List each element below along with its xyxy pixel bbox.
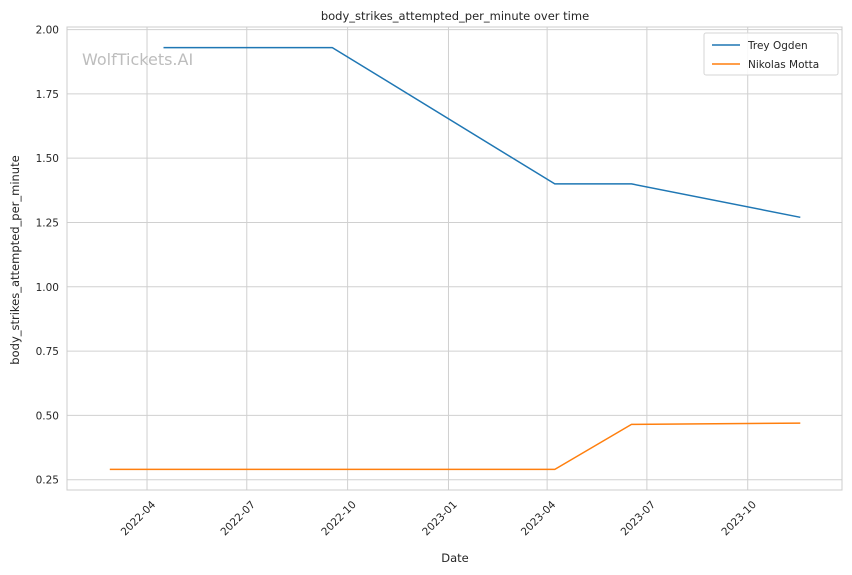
y-axis-label: body_strikes_attempted_per_minute: [8, 155, 22, 364]
y-tick-labels: 0.25 0.50 0.75 1.00 1.25 1.50 1.75 2.00: [36, 25, 59, 487]
series-line-nikolas-motta: [109, 422, 801, 471]
legend: Trey Ogden Nikolas Motta: [703, 32, 839, 76]
watermark: WolfTickets.AI: [82, 50, 193, 69]
y-tick-label-6: 1.75: [36, 89, 59, 101]
y-tick-label-1: 0.50: [36, 410, 59, 422]
x-tick-label-3: 2023-01: [420, 499, 460, 539]
chart-title: body_strikes_attempted_per_minute over t…: [321, 9, 589, 23]
grid: [67, 27, 842, 490]
x-tick-labels: 2022-04 2022-07 2022-10 2023-01 2023-04 2023-…: [119, 499, 759, 539]
x-axis-label: Date: [441, 551, 469, 565]
x-tick-label-6: 2023-10: [719, 499, 759, 539]
y-tick-label-5: 1.50: [36, 153, 59, 165]
x-tick-label-1: 2022-07: [218, 499, 258, 539]
x-tick-label-2: 2022-10: [319, 499, 359, 539]
series-line-trey-ogden: [163, 46, 801, 219]
y-tick-label-4: 1.25: [36, 217, 59, 229]
y-tick-label-0: 0.25: [36, 475, 59, 487]
legend-label-nikolas-motta: Nikolas Motta: [748, 59, 819, 71]
x-tick-label-0: 2022-04: [119, 499, 159, 539]
series-layer: [109, 46, 801, 471]
x-tick-label-5: 2023-07: [619, 499, 659, 539]
plot-frame: [66, 26, 843, 491]
legend-label-trey-ogden: Trey Ogden: [747, 40, 808, 52]
x-tick-label-4: 2023-04: [519, 499, 559, 539]
y-tick-label-3: 1.00: [36, 282, 59, 294]
y-tick-label-2: 0.75: [36, 346, 59, 358]
y-tick-label-7: 2.00: [36, 25, 59, 37]
